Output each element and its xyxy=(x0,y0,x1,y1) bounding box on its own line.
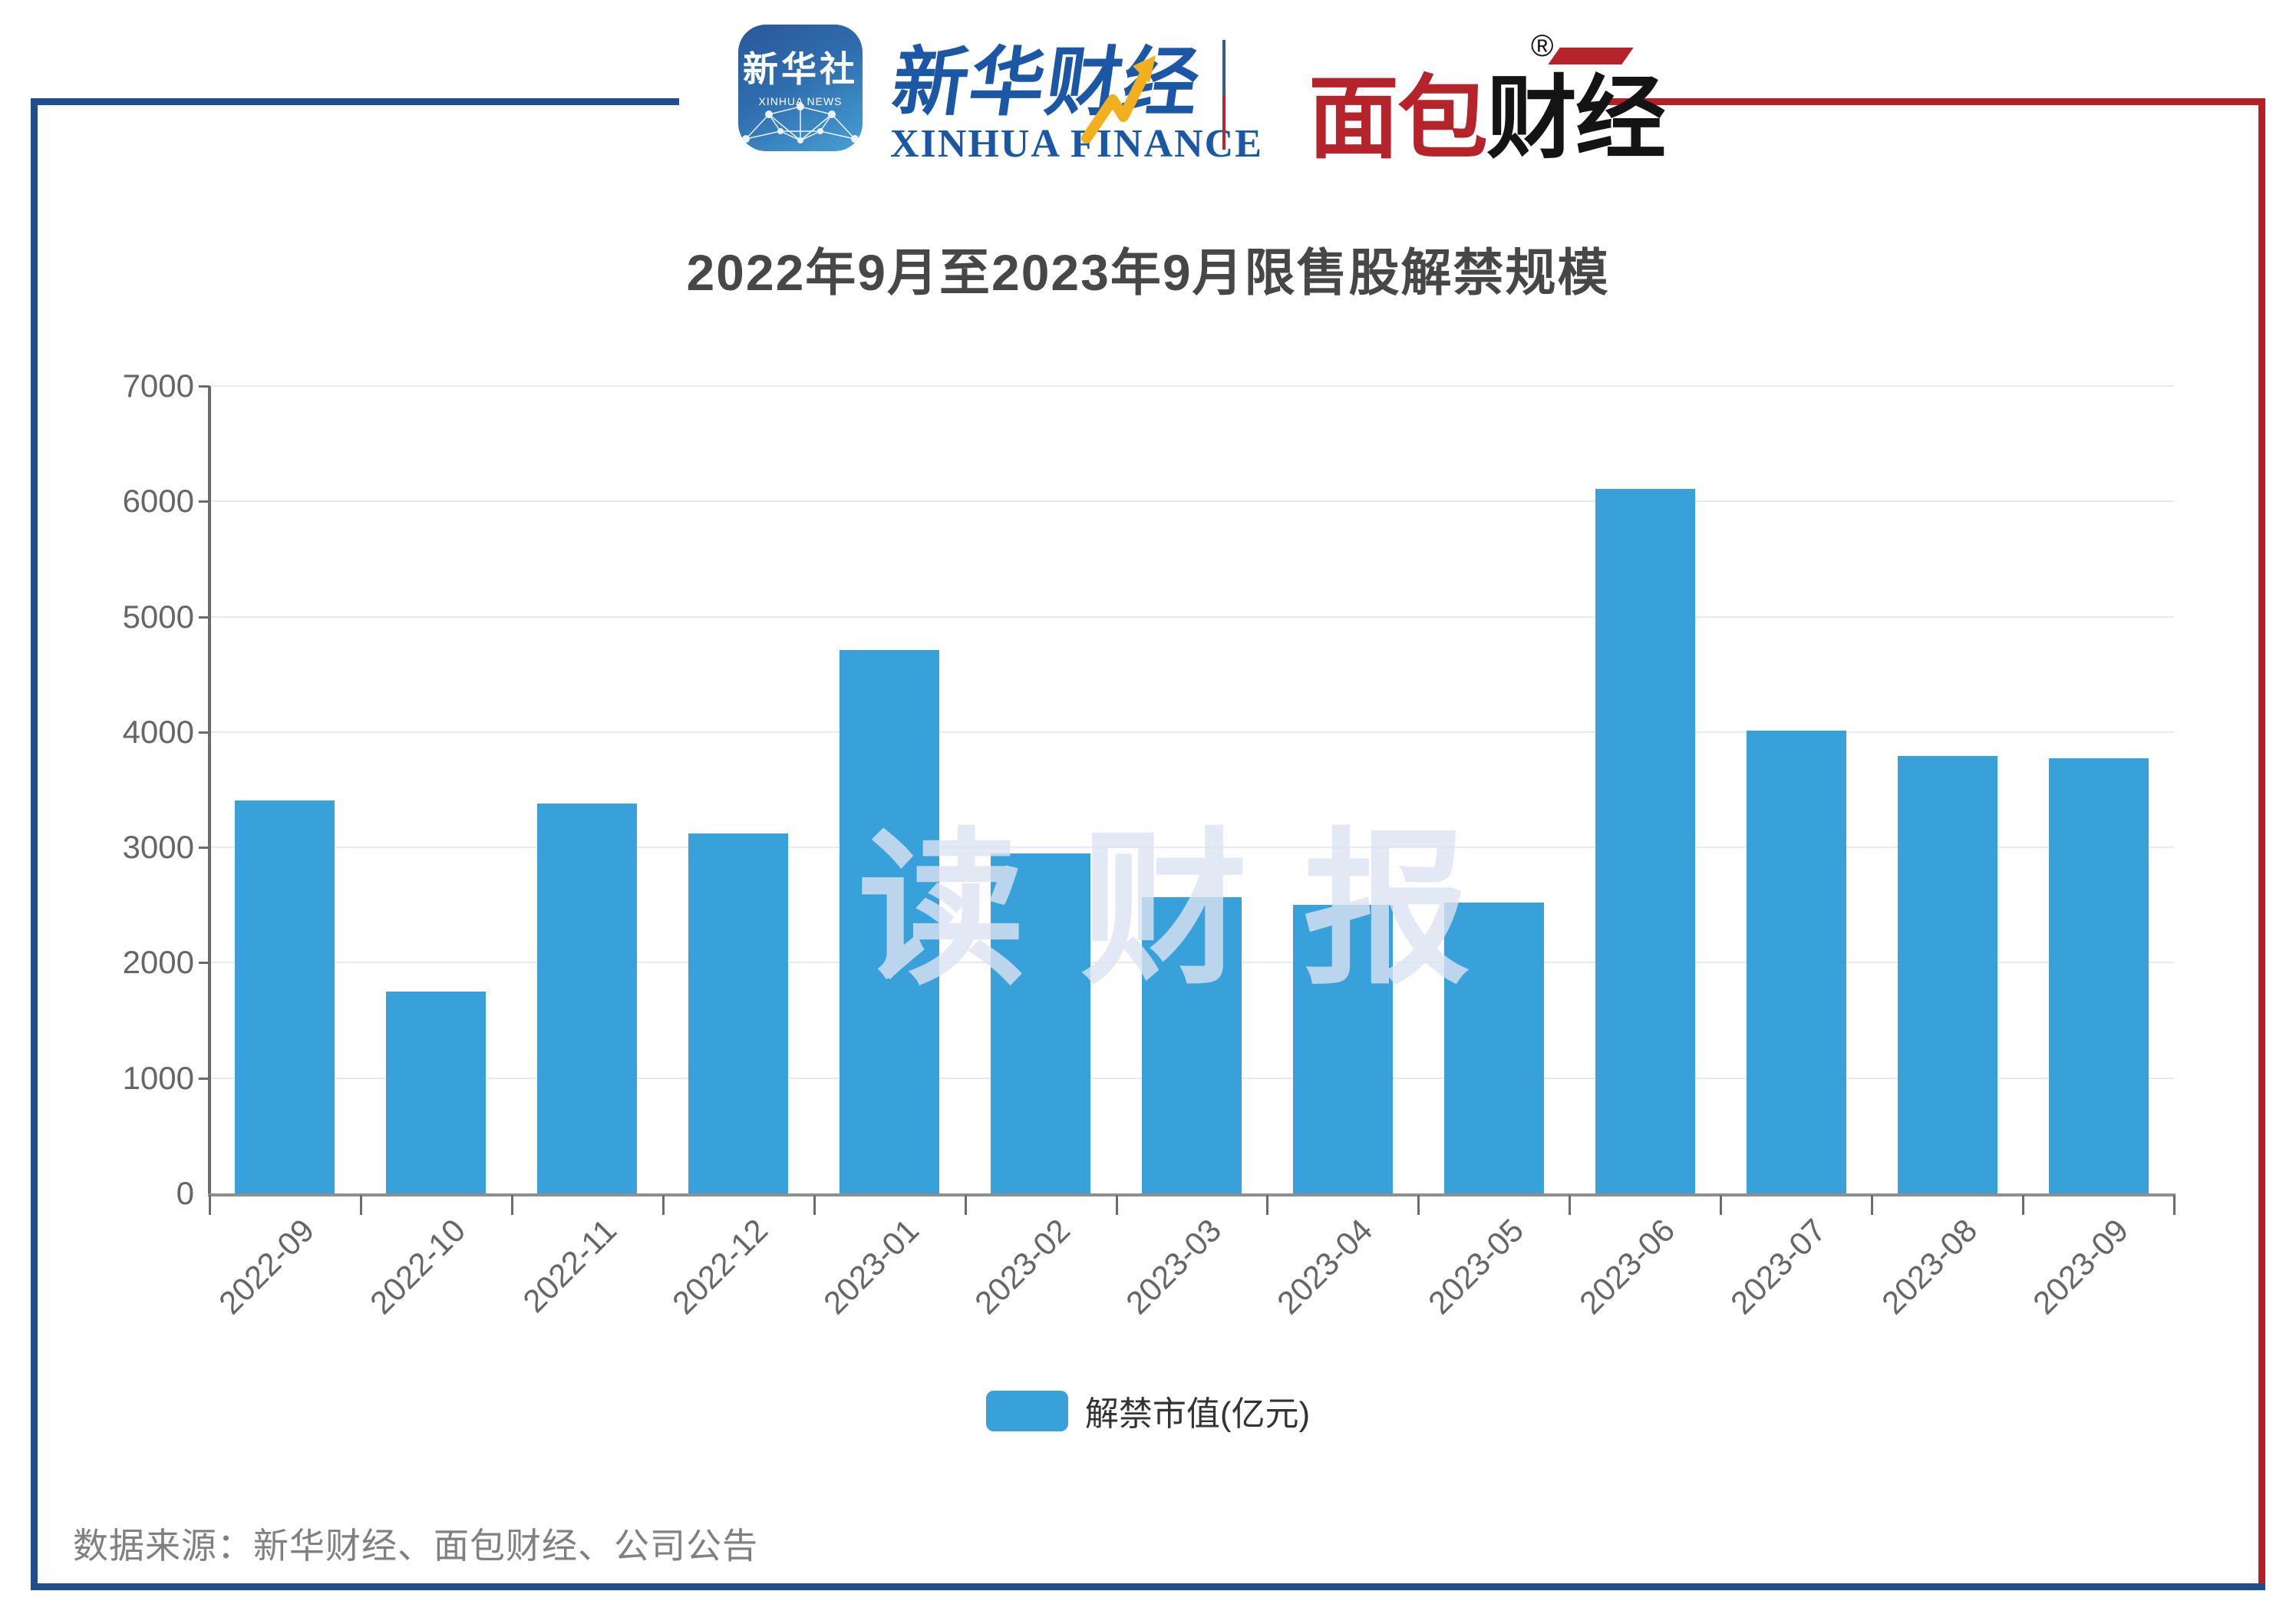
frame-border-left xyxy=(31,98,38,1590)
bar-2022-09 xyxy=(235,800,335,1193)
y-axis-tick-label: 4000 xyxy=(122,713,194,750)
y-axis-tick xyxy=(199,1077,209,1080)
y-axis-tick xyxy=(199,962,209,965)
chart-title: 2022年9月至2023年9月限售股解禁规模 xyxy=(686,244,1610,301)
bar-2023-04 xyxy=(1292,905,1393,1193)
frame-border-bottom xyxy=(31,1583,2265,1590)
x-axis-tick xyxy=(359,1195,362,1215)
mianbao-logo-accent-stroke xyxy=(1548,48,1634,64)
x-axis-tick xyxy=(1871,1195,1874,1215)
xinhua-finance-logo-cn: 新华财经 xyxy=(887,40,1206,124)
finance-trend-arrow-icon xyxy=(1081,55,1156,144)
y-axis-tick-label: 2000 xyxy=(122,944,194,981)
y-gridline xyxy=(209,731,2174,733)
x-axis-tick xyxy=(2173,1195,2176,1215)
bar-2023-03 xyxy=(1142,896,1242,1193)
network-globe-icon xyxy=(742,103,859,144)
x-axis-tick xyxy=(1569,1195,1572,1215)
mianbao-caijing-logo: 面包财经 xyxy=(1308,45,1666,176)
chart-legend: 解禁市值(亿元) xyxy=(0,1386,2296,1435)
x-axis-tick xyxy=(510,1195,513,1215)
xinhua-news-icon-en-text: XINHUA NEWS xyxy=(758,95,843,107)
y-axis-line xyxy=(208,386,211,1197)
xinhua-news-icon-cn-text: 新华社 xyxy=(743,49,858,89)
x-axis-tick xyxy=(964,1195,967,1215)
bar-2023-05 xyxy=(1443,903,1544,1193)
bar-2023-08 xyxy=(1897,756,1997,1193)
mianbao-logo-red-text: 面包 xyxy=(1308,68,1488,170)
mianbao-logo-black-text: 财经 xyxy=(1486,68,1666,170)
y-axis-tick-label: 5000 xyxy=(122,598,194,635)
y-axis-tick xyxy=(199,616,209,619)
y-gridline xyxy=(209,500,2174,503)
x-axis-tick xyxy=(1115,1195,1118,1215)
legend-swatch xyxy=(985,1390,1068,1431)
y-gridline xyxy=(209,847,2174,849)
y-axis-tick xyxy=(199,500,209,503)
x-axis-tick xyxy=(1417,1195,1420,1215)
x-axis-tick xyxy=(1266,1195,1269,1215)
y-axis-tick-label: 7000 xyxy=(122,368,194,404)
y-axis-tick-label: 1000 xyxy=(122,1059,194,1096)
x-axis-line xyxy=(208,1193,2176,1197)
legend-label: 解禁市值(亿元) xyxy=(1084,1395,1311,1433)
y-gridline xyxy=(209,385,2174,387)
bar-2023-02 xyxy=(991,853,1091,1193)
y-axis-tick xyxy=(199,385,209,388)
x-axis-tick xyxy=(813,1195,816,1215)
bar-2022-10 xyxy=(386,992,487,1193)
y-axis-tick-label: 0 xyxy=(176,1175,194,1211)
y-axis-tick xyxy=(199,731,209,734)
frame-border-top-right xyxy=(1604,98,2265,105)
xinhua-news-app-icon: 新华社 XINHUA NEWS xyxy=(738,25,863,151)
bar-2023-09 xyxy=(2048,758,2149,1193)
x-axis-tick xyxy=(209,1195,211,1215)
x-axis-tick xyxy=(2022,1195,2025,1215)
y-axis-tick-label: 6000 xyxy=(122,483,194,520)
frame-border-top-left xyxy=(31,98,679,105)
x-axis-tick xyxy=(661,1195,665,1215)
data-source-note: 数据来源：新华财经、面包财经、公司公告 xyxy=(73,1526,758,1566)
x-axis-tick xyxy=(1720,1195,1723,1215)
y-axis-tick xyxy=(199,847,209,850)
bar-2023-07 xyxy=(1746,731,1846,1193)
xinhua-finance-logo-en: XINHUA FINANCE xyxy=(890,122,1263,166)
y-axis-tick-label: 3000 xyxy=(122,829,194,866)
registered-trademark-icon: ® xyxy=(1531,29,1554,63)
logo-divider-line xyxy=(1222,40,1226,150)
bar-2023-06 xyxy=(1595,488,1695,1193)
bar-2022-12 xyxy=(688,833,789,1193)
frame-border-right xyxy=(2258,98,2265,1590)
bar-2022-11 xyxy=(537,804,638,1193)
y-gridline xyxy=(209,616,2174,618)
bar-2023-01 xyxy=(840,650,940,1193)
